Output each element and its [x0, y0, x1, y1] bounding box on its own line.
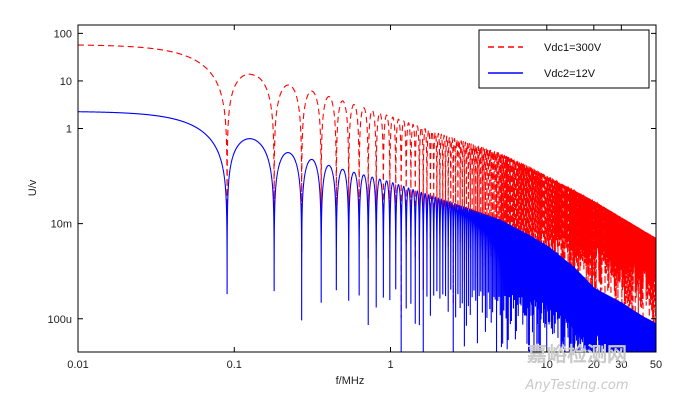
series-line-vdc2 [78, 111, 656, 352]
y-tick-label-1: 10 [60, 76, 72, 88]
legend: Vdc1=300V Vdc2=12V [478, 29, 650, 89]
series-line-vdc1 [78, 44, 656, 352]
legend-label-vdc1: Vdc1=300V [544, 42, 602, 54]
x-tick-label-4: 20 [588, 359, 600, 371]
y-tick-label-3: 10m [51, 219, 72, 231]
watermark-cn: 嘉峪检测网 [526, 342, 627, 366]
y-axis-label: U/v [27, 179, 39, 196]
watermark-en: AnyTesting.com [524, 378, 628, 393]
x-tick-label-0: 0.01 [67, 359, 88, 371]
x-tick-label-5: 30 [615, 359, 627, 371]
y-tick-label-2: 1 [66, 124, 72, 136]
x-tick-label-2: 1 [387, 359, 393, 371]
y-tick-label-0: 100 [54, 28, 72, 40]
legend-label-vdc2: Vdc2=12V [544, 68, 596, 80]
series-layer [78, 44, 656, 352]
plot-frame [77, 24, 657, 353]
legend-box [478, 29, 650, 89]
tick-layer [77, 25, 657, 352]
watermark: 嘉峪检测网 AnyTesting.com [524, 342, 628, 393]
y-tick-label-4: 100u [48, 314, 72, 326]
x-tick-label-1: 0.1 [227, 359, 242, 371]
tick-label-layer: 0.01 0.1 1 10 20 30 50 100 10 1 10m 100u [48, 28, 663, 371]
x-tick-label-3: 10 [541, 359, 553, 371]
x-axis-label: f/MHz [336, 375, 365, 387]
x-tick-label-6: 50 [650, 359, 662, 371]
